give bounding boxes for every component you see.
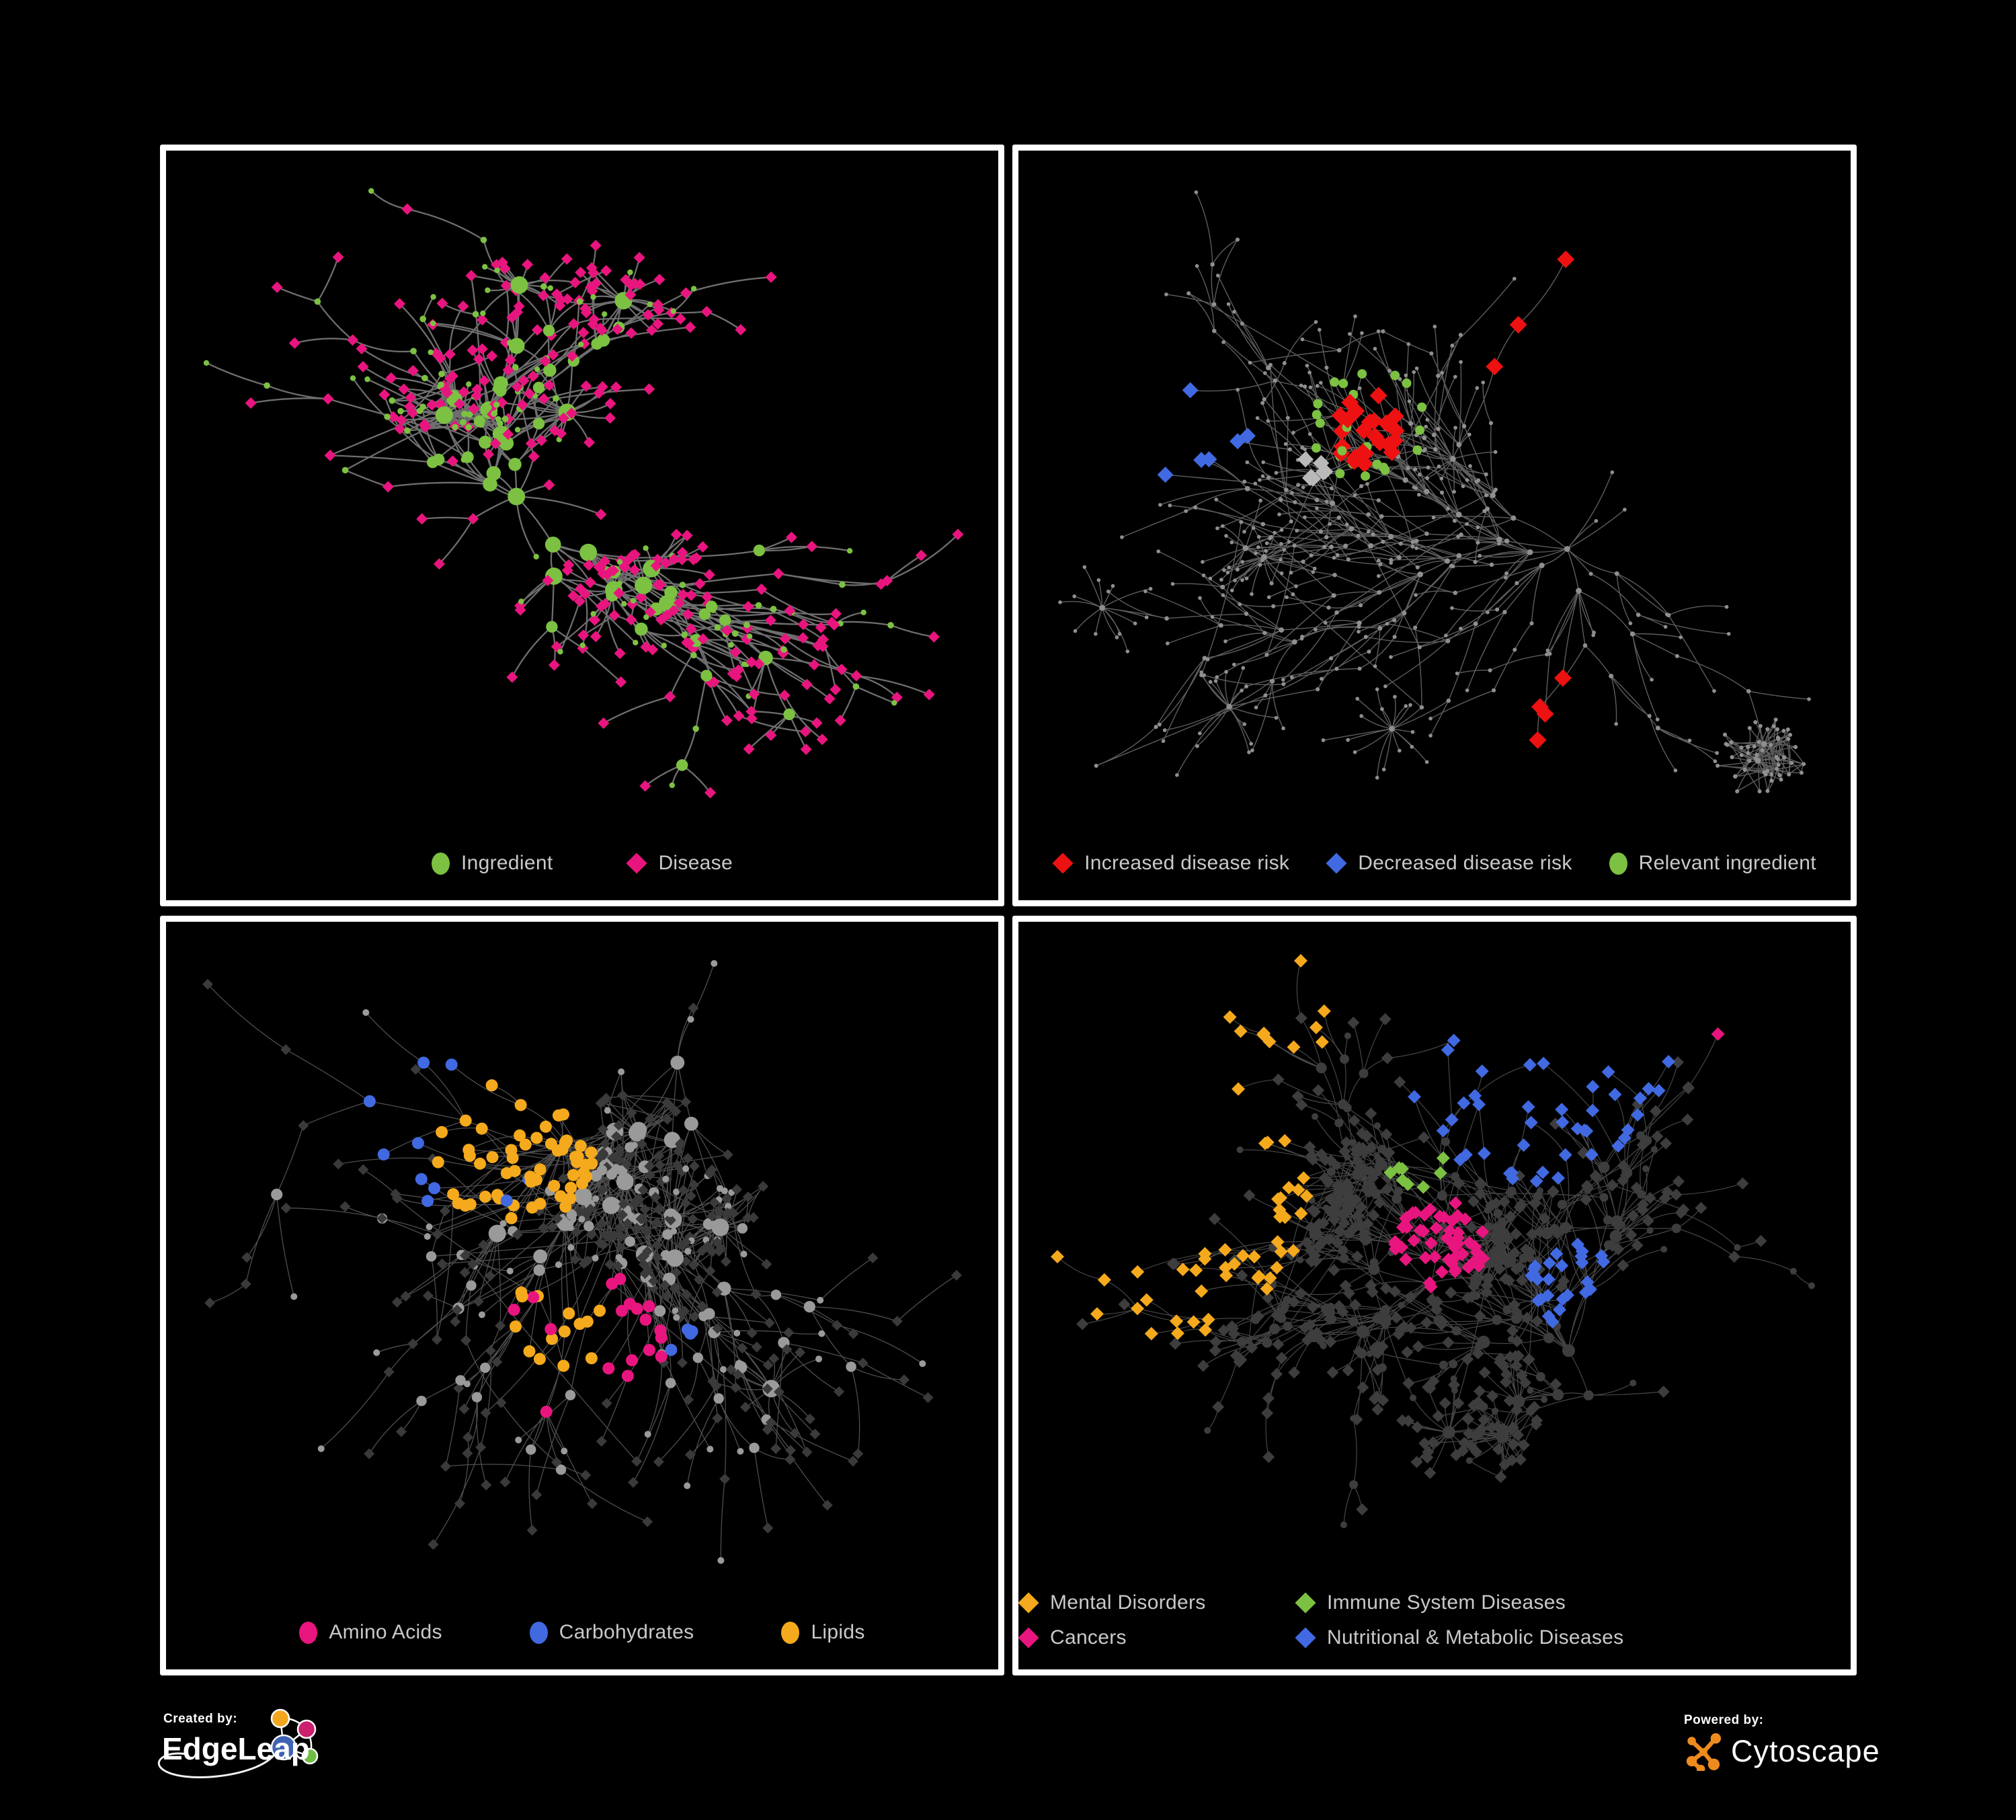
- circle-marker-icon: [432, 852, 450, 875]
- legend-label: Carbohydrates: [559, 1621, 694, 1643]
- diamond-marker-icon: [1018, 1627, 1039, 1649]
- legend-item-immune-system-diseases: Immune System Diseases: [1295, 1591, 1851, 1614]
- legend-label: Decreased disease risk: [1358, 852, 1572, 874]
- legend-item-relevant-ingredient: Relevant ingredient: [1609, 852, 1816, 875]
- legend-label: Relevant ingredient: [1638, 852, 1816, 874]
- diamond-marker-icon: [1018, 1592, 1039, 1614]
- panel-disease-class-network: Mental Disorders Immune System Diseases Ca…: [1012, 916, 1857, 1675]
- edgeleap-wordmark: EdgeLeap: [162, 1731, 310, 1766]
- diamond-marker-icon: [626, 853, 648, 874]
- created-by-label: Created by:: [163, 1712, 238, 1726]
- legend-label: Increased disease risk: [1084, 852, 1290, 874]
- edgeleap-node-orange: [270, 1708, 290, 1729]
- legend-item-carbohydrates: Carbohydrates: [529, 1621, 694, 1644]
- powered-by-label: Powered by:: [1684, 1713, 1764, 1727]
- legend-label: Amino Acids: [329, 1621, 442, 1643]
- legend-item-ingredient: Ingredient: [432, 852, 553, 875]
- legend-item-cancers: Cancers: [1018, 1626, 1255, 1649]
- legend-item-disease: Disease: [626, 852, 733, 875]
- edgeleap-node-pink: [296, 1719, 317, 1739]
- panel-ingredient-disease-network: Ingredient Disease: [160, 145, 1004, 906]
- network-graph-ingredient-disease: [203, 188, 964, 799]
- legend-item-lipids: Lipids: [781, 1621, 864, 1644]
- panel-compound-class-network: Amino Acids Carbohydrates Lipids: [160, 916, 1004, 1675]
- legend-compound-classes: Amino Acids Carbohydrates Lipids: [166, 1621, 998, 1669]
- circle-marker-icon: [781, 1621, 800, 1644]
- legend-label: Immune System Diseases: [1327, 1591, 1566, 1614]
- legend-label: Ingredient: [461, 852, 553, 874]
- cytoscape-wordmark: Cytoscape: [1731, 1734, 1880, 1768]
- circle-marker-icon: [299, 1621, 318, 1644]
- panel-disease-risk-network: Increased disease risk Decreased disease …: [1012, 145, 1857, 906]
- edgeleap-node-blue: [270, 1734, 297, 1761]
- legend-item-amino-acids: Amino Acids: [299, 1621, 442, 1644]
- legend-label: Disease: [658, 852, 733, 874]
- legend-disease-risk: Increased disease risk Decreased disease …: [1018, 852, 1851, 900]
- legend-item-decreased-disease-risk: Decreased disease risk: [1326, 852, 1572, 875]
- diamond-marker-icon: [1295, 1592, 1316, 1614]
- legend-item-nutritional-metabolic-diseases: Nutritional & Metabolic Diseases: [1295, 1626, 1851, 1649]
- network-graph-disease-risk: [1058, 190, 1811, 794]
- network-graph-compound-classes: [202, 960, 962, 1564]
- legend-label: Cancers: [1050, 1626, 1127, 1649]
- circle-marker-icon: [529, 1621, 548, 1644]
- legend-label: Lipids: [811, 1621, 865, 1643]
- circle-marker-icon: [1609, 852, 1627, 875]
- legend-label: Nutritional & Metabolic Diseases: [1327, 1626, 1624, 1649]
- cytoscape-logo-icon: [1686, 1733, 1722, 1771]
- legend-item-mental-disorders: Mental Disorders: [1018, 1591, 1255, 1614]
- legend-disease-classes: Mental Disorders Immune System Diseases Ca…: [1018, 1591, 1851, 1669]
- network-graph-disease-classes: [1051, 954, 1815, 1528]
- edgeleap-logo-icon: [157, 1708, 319, 1778]
- edgeleap-credit: Created by: EdgeLeap: [151, 1705, 360, 1799]
- diamond-marker-icon: [1326, 853, 1347, 874]
- legend-ingredient-disease: Ingredient Disease: [166, 852, 998, 900]
- diamond-marker-icon: [1295, 1627, 1316, 1649]
- legend-label: Mental Disorders: [1050, 1591, 1206, 1614]
- diamond-marker-icon: [1052, 853, 1074, 874]
- cytoscape-credit: Powered by: Cytosc: [1684, 1713, 1880, 1771]
- legend-item-increased-disease-risk: Increased disease risk: [1052, 852, 1290, 875]
- edgeleap-node-green: [301, 1747, 319, 1765]
